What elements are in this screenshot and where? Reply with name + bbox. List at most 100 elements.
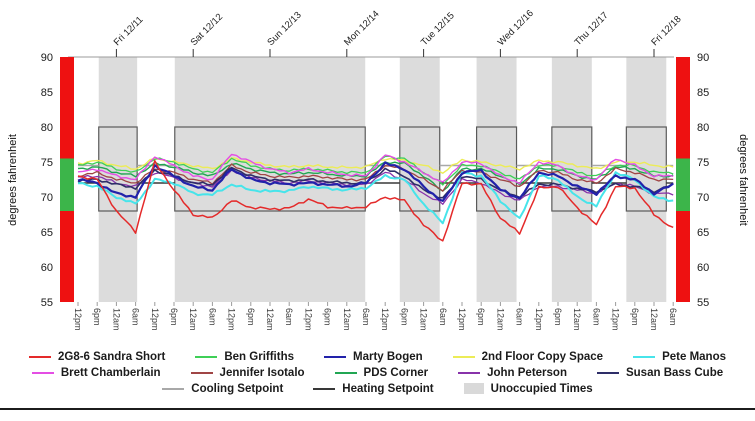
legend-item: Susan Bass Cube xyxy=(596,365,724,380)
x-tick-label: 12pm xyxy=(303,308,313,331)
line-swatch xyxy=(324,355,346,358)
setpoint-box xyxy=(174,126,366,212)
legend-label: 2G8-6 Sandra Short xyxy=(57,350,166,363)
legend-item: PDS Corner xyxy=(334,365,429,380)
x-tick-label: 6pm xyxy=(399,308,409,326)
series-line-brett-chamberlain xyxy=(77,153,674,185)
legend-label: Jennifer Isotalo xyxy=(219,366,305,379)
legend-item: Marty Bogen xyxy=(324,349,423,364)
day-label: Wed 12/16 xyxy=(496,8,536,48)
day-label: Sun 12/13 xyxy=(265,10,303,48)
x-tick-label: 6am xyxy=(361,308,371,326)
x-tick-label: 12am xyxy=(649,308,659,331)
legend-item: Cooling Setpoint xyxy=(162,381,283,396)
line-swatch xyxy=(190,371,213,374)
x-tick-label: 12am xyxy=(265,308,275,331)
x-tick-label: 12am xyxy=(419,308,429,331)
legend-item: 2nd Floor Copy Space xyxy=(452,349,604,364)
series-line-jennifer-isotalo xyxy=(77,163,674,192)
legend-item: Brett Chamberlain xyxy=(31,365,161,380)
line-swatch xyxy=(195,355,218,358)
line-swatch xyxy=(31,371,54,374)
x-tick-label: 12pm xyxy=(73,308,83,331)
temperature-trend-chart: Fri 12/11 Sat 12/12 Sun 12/13 Mon 12/14 Tue … xyxy=(7,8,749,331)
x-tick-label: 12pm xyxy=(227,308,237,331)
footer-divider xyxy=(0,408,755,410)
day-label: Fri 12/18 xyxy=(649,14,683,48)
legend-label: Cooling Setpoint xyxy=(191,382,284,395)
x-tick-label: 12am xyxy=(188,308,198,331)
legend-item: Pete Manos xyxy=(633,349,726,364)
ytick-right: 55 xyxy=(697,297,709,309)
day-label: Thu 12/17 xyxy=(573,10,611,48)
colorbar-right-hot xyxy=(676,57,690,159)
line-swatch xyxy=(313,387,336,390)
legend-label: John Peterson xyxy=(487,366,567,379)
legend-row: Brett Chamberlain Jennifer Isotalo PDS Cor… xyxy=(31,365,724,380)
x-tick-label: 6pm xyxy=(246,308,256,326)
legend-item: 2G8-6 Sandra Short xyxy=(28,349,166,364)
legend-item: John Peterson xyxy=(458,365,567,380)
x-tick-label: 12pm xyxy=(534,308,544,331)
day-label: Mon 12/14 xyxy=(342,9,382,49)
day-label: Sat 12/12 xyxy=(189,12,226,49)
legend-label: Ben Griffiths xyxy=(224,350,294,363)
ytick-right: 85 xyxy=(697,87,709,99)
line-swatch xyxy=(28,355,51,358)
ytick-left: 80 xyxy=(41,122,53,134)
x-tick-label: 6am xyxy=(284,308,294,326)
ytick-left: 85 xyxy=(41,87,53,99)
ytick-right: 75 xyxy=(697,157,709,169)
line-swatch xyxy=(596,371,619,374)
line-swatch xyxy=(334,371,357,374)
x-tick-label: 12am xyxy=(342,308,352,331)
x-tick-label: 6pm xyxy=(553,308,563,326)
x-tick-label: 6pm xyxy=(169,308,179,326)
day-label: Fri 12/11 xyxy=(112,14,146,48)
x-tick-label: 6am xyxy=(591,308,601,326)
legend-label: PDS Corner xyxy=(363,366,429,379)
colorbar-left-comfort xyxy=(60,158,74,211)
x-tick-label: 12pm xyxy=(150,308,160,331)
colorbar-left-cold xyxy=(60,211,74,302)
y-axis-title-right: degrees fahrenheit xyxy=(737,134,749,226)
legend-item: Heating Setpoint xyxy=(313,381,434,396)
legend-label: Susan Bass Cube xyxy=(625,366,724,379)
legend-row: Cooling Setpoint Heating Setpoint Unoccupi… xyxy=(162,381,593,396)
x-tick-label: 6am xyxy=(515,308,525,326)
x-tick-label: 6pm xyxy=(92,308,102,326)
x-tick-label: 12pm xyxy=(611,308,621,331)
x-tick-label: 12pm xyxy=(380,308,390,331)
legend-row: 2G8-6 Sandra Short Ben Griffiths Marty Bog… xyxy=(28,349,726,364)
line-swatch xyxy=(162,387,185,390)
series-line-2nd-floor-copy-space xyxy=(77,157,674,174)
ytick-left: 55 xyxy=(41,297,53,309)
x-tick-label: 6am xyxy=(668,308,678,326)
legend-item: Ben Griffiths xyxy=(195,349,294,364)
colorbar-right-comfort xyxy=(676,158,690,211)
x-tick-label: 6am xyxy=(438,308,448,326)
chart-legend: 2G8-6 Sandra Short Ben Griffiths Marty Bog… xyxy=(0,349,755,396)
line-swatch xyxy=(458,371,481,374)
x-tick-label: 6am xyxy=(207,308,217,326)
x-tick-label: 12pm xyxy=(457,308,467,331)
ytick-right: 70 xyxy=(697,192,709,204)
ytick-left: 75 xyxy=(41,157,53,169)
line-swatch xyxy=(452,355,475,358)
series-line-2g8-6-sandra-short xyxy=(77,159,674,242)
legend-label: Unoccupied Times xyxy=(490,382,593,395)
x-tick-label: 6am xyxy=(131,308,141,326)
series-line-ben-griffiths xyxy=(77,155,674,186)
unoccupied-swatch xyxy=(463,383,484,394)
series-line-pete-manos xyxy=(77,171,674,225)
legend-label: 2nd Floor Copy Space xyxy=(481,350,604,363)
y-axis-title-left: degrees fahrenheit xyxy=(7,134,19,226)
legend-label: Heating Setpoint xyxy=(342,382,434,395)
ytick-right: 90 xyxy=(697,52,709,64)
legend-label: Pete Manos xyxy=(662,350,726,363)
day-label: Tue 12/15 xyxy=(419,10,457,48)
x-tick-label: 12am xyxy=(572,308,582,331)
setpoint-box xyxy=(625,126,667,212)
x-tick-label: 12am xyxy=(111,308,121,331)
